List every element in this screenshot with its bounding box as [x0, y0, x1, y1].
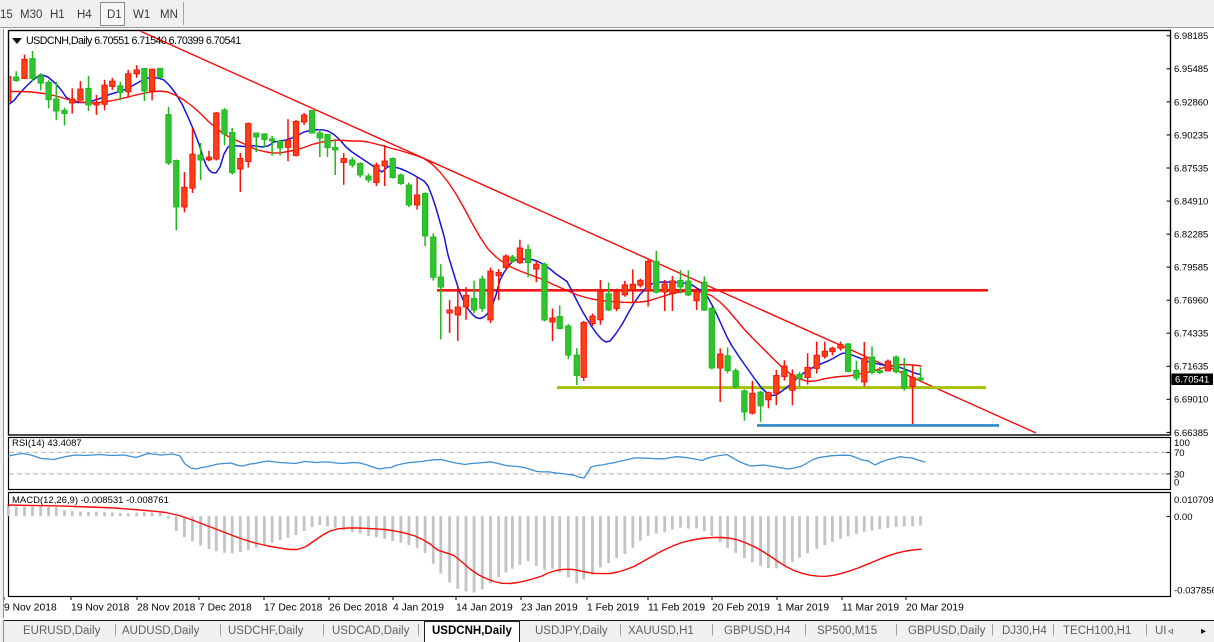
svg-text:0.00: 0.00 — [1174, 512, 1193, 523]
svg-text:30: 30 — [1174, 469, 1185, 480]
svg-text:-0.037856: -0.037856 — [1174, 585, 1214, 596]
svg-text:23 Jan 2019: 23 Jan 2019 — [521, 603, 578, 614]
svg-text:7 Dec 2018: 7 Dec 2018 — [199, 603, 252, 614]
svg-text:6.90235: 6.90235 — [1174, 130, 1208, 141]
svg-text:100: 100 — [1174, 438, 1190, 449]
svg-text:USDCNH,Daily 6.70551 6.71540: USDCNH,Daily 6.70551 6.71540 6.70399 6.7… — [26, 35, 241, 47]
svg-text:6.92860: 6.92860 — [1174, 97, 1208, 108]
svg-text:6.79585: 6.79585 — [1174, 263, 1208, 274]
svg-text:70: 70 — [1174, 448, 1185, 459]
svg-text:RSI(14) 43.4087: RSI(14) 43.4087 — [12, 438, 82, 449]
svg-text:6.84910: 6.84910 — [1174, 197, 1208, 208]
svg-text:6.82285: 6.82285 — [1174, 230, 1208, 241]
svg-text:6.87535: 6.87535 — [1174, 163, 1208, 174]
svg-text:1 Mar 2019: 1 Mar 2019 — [777, 603, 829, 614]
svg-text:20 Feb 2019: 20 Feb 2019 — [712, 603, 770, 614]
svg-text:28 Nov 2018: 28 Nov 2018 — [137, 603, 196, 614]
svg-text:6.76960: 6.76960 — [1174, 296, 1208, 307]
svg-text:4 Jan 2019: 4 Jan 2019 — [393, 603, 444, 614]
svg-text:6.74335: 6.74335 — [1174, 329, 1208, 340]
svg-text:1 Feb 2019: 1 Feb 2019 — [587, 603, 639, 614]
svg-text:6.71635: 6.71635 — [1174, 362, 1208, 373]
svg-text:14 Jan 2019: 14 Jan 2019 — [456, 603, 513, 614]
svg-text:6.95485: 6.95485 — [1174, 64, 1208, 75]
svg-text:0.010709: 0.010709 — [1174, 495, 1214, 506]
svg-text:6.69010: 6.69010 — [1174, 395, 1208, 406]
svg-text:11 Mar 2019: 11 Mar 2019 — [842, 603, 899, 614]
svg-text:6.70541: 6.70541 — [1175, 375, 1209, 386]
svg-text:MACD(12,26,9) -0.008531 -0.008: MACD(12,26,9) -0.008531 -0.008761 — [12, 495, 169, 506]
svg-text:20 Mar 2019: 20 Mar 2019 — [906, 603, 964, 614]
svg-text:11 Feb 2019: 11 Feb 2019 — [648, 603, 705, 614]
svg-text:26 Dec 2018: 26 Dec 2018 — [329, 603, 388, 614]
svg-text:6.66385: 6.66385 — [1174, 428, 1208, 439]
svg-text:19 Nov 2018: 19 Nov 2018 — [71, 603, 130, 614]
svg-text:9 Nov 2018: 9 Nov 2018 — [4, 603, 57, 614]
svg-text:17 Dec 2018: 17 Dec 2018 — [264, 603, 323, 614]
svg-text:6.98185: 6.98185 — [1174, 31, 1208, 42]
svg-text:0: 0 — [1174, 478, 1179, 489]
